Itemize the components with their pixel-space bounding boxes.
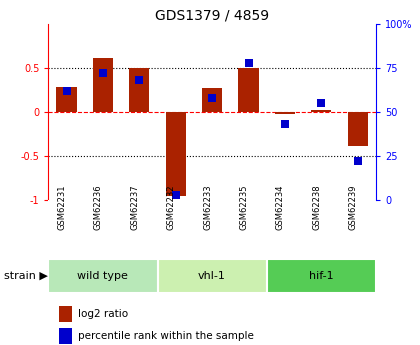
Bar — [59, 306, 72, 322]
Text: GSM62232: GSM62232 — [167, 184, 176, 230]
Bar — [165, 112, 186, 196]
Point — [245, 60, 252, 66]
Text: GSM62234: GSM62234 — [276, 184, 285, 230]
Bar — [202, 88, 222, 112]
Text: GSM62237: GSM62237 — [130, 184, 139, 230]
Text: GSM62239: GSM62239 — [349, 184, 358, 230]
Bar — [158, 259, 267, 293]
Point — [63, 88, 70, 94]
Bar — [348, 112, 368, 146]
Point — [209, 95, 215, 101]
Bar — [48, 259, 158, 293]
Text: GSM62235: GSM62235 — [239, 184, 249, 230]
Text: vhl-1: vhl-1 — [198, 271, 226, 281]
Text: log2 ratio: log2 ratio — [78, 309, 128, 319]
Text: strain ▶: strain ▶ — [4, 271, 48, 281]
Text: GSM62233: GSM62233 — [203, 184, 212, 230]
Title: GDS1379 / 4859: GDS1379 / 4859 — [155, 9, 269, 23]
Bar — [93, 58, 113, 112]
Bar — [311, 110, 331, 112]
Text: GSM62236: GSM62236 — [94, 184, 103, 230]
Point — [136, 78, 143, 83]
Bar — [129, 68, 150, 112]
Bar — [239, 68, 259, 112]
Point — [281, 122, 288, 127]
Bar — [57, 88, 76, 112]
Point — [354, 159, 361, 164]
Text: wild type: wild type — [77, 271, 129, 281]
Text: GSM62231: GSM62231 — [58, 184, 66, 230]
Bar — [267, 259, 376, 293]
Bar — [59, 328, 72, 344]
Point — [318, 101, 325, 106]
Text: hif-1: hif-1 — [309, 271, 333, 281]
Text: percentile rank within the sample: percentile rank within the sample — [78, 331, 254, 341]
Text: GSM62238: GSM62238 — [312, 184, 321, 230]
Point — [172, 192, 179, 198]
Point — [100, 71, 106, 76]
Bar — [275, 112, 295, 114]
